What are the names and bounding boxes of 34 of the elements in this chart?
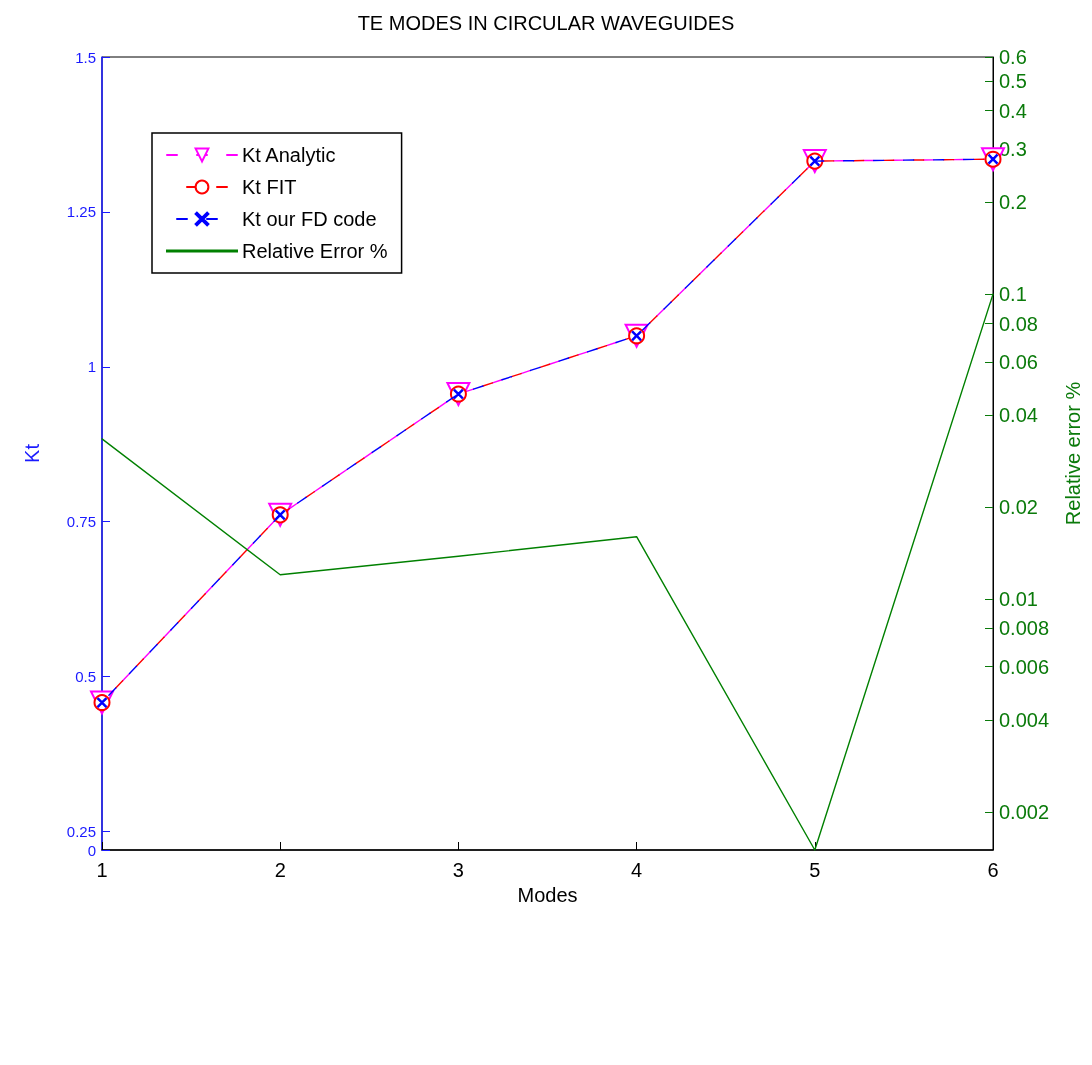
legend-label: Kt our FD code bbox=[242, 208, 377, 230]
legend-label: Relative Error % bbox=[242, 240, 388, 262]
y2-tick-label: 0.5 bbox=[999, 70, 1027, 93]
chart-title: TE MODES IN CIRCULAR WAVEGUIDES bbox=[357, 12, 735, 34]
y-tick-label: 1.5 bbox=[75, 48, 96, 66]
x-tick-label: 2 bbox=[274, 859, 286, 881]
y2-tick-label: 0.008 bbox=[999, 617, 1050, 640]
y-tick-label: 0.75 bbox=[66, 513, 96, 531]
y-tick-label: 1.25 bbox=[66, 203, 96, 221]
y2-tick-label: 0.02 bbox=[999, 496, 1038, 519]
x-tick-label: 6 bbox=[987, 859, 999, 881]
y2-tick-label: 0.06 bbox=[999, 350, 1038, 373]
y2-tick-label: 0.004 bbox=[999, 709, 1050, 732]
y-tick-label: 0.25 bbox=[66, 822, 96, 840]
y2-axis-title: Relative error % bbox=[1062, 381, 1084, 526]
legend-label: Kt Analytic bbox=[242, 144, 336, 166]
y2-tick-label: 0.1 bbox=[999, 283, 1027, 306]
y2-tick-label: 0.01 bbox=[999, 587, 1038, 610]
legend-label: Kt FIT bbox=[242, 176, 297, 198]
x-tick-label: 5 bbox=[809, 859, 821, 881]
x-tick-label: 4 bbox=[631, 859, 643, 881]
y2-tick-label: 0.04 bbox=[999, 404, 1038, 427]
y-tick-label: 1 bbox=[87, 358, 96, 376]
y2-tick-label: 0.6 bbox=[999, 46, 1027, 68]
y-tick-label: 0 bbox=[87, 841, 96, 859]
y2-tick-label: 0.002 bbox=[999, 800, 1050, 823]
x-tick-label: 3 bbox=[452, 859, 464, 881]
y2-tick-label: 0.08 bbox=[999, 312, 1038, 335]
y-axis-title: Kt bbox=[21, 443, 43, 463]
x-axis-title: Modes bbox=[517, 883, 578, 906]
y2-tick-label: 0.2 bbox=[999, 191, 1027, 214]
y2-tick-label: 0.4 bbox=[999, 99, 1027, 122]
y-tick-label: 0.5 bbox=[75, 668, 96, 686]
y2-tick-label: 0.006 bbox=[999, 655, 1050, 678]
